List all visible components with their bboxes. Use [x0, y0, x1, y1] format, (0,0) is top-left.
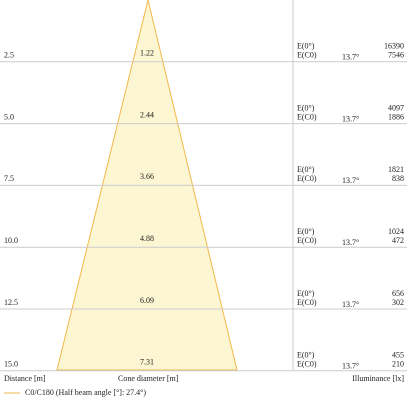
- e0-label: E(0°): [297, 289, 315, 298]
- ec0-value: 7546: [388, 51, 404, 60]
- e0-label: E(0°): [297, 103, 315, 112]
- distance: 2.5: [4, 51, 14, 60]
- e0-value: 16390: [384, 42, 404, 51]
- ec0-value: 472: [392, 236, 404, 245]
- cone-diameter: 6.09: [140, 296, 154, 305]
- ec0-value: 1886: [388, 112, 404, 121]
- e0-value: 656: [392, 289, 404, 298]
- half-angle: 13.7°: [342, 176, 359, 185]
- e0-label: E(0°): [297, 351, 315, 360]
- e0-value: 4097: [388, 103, 404, 112]
- half-angle: 13.7°: [342, 300, 359, 309]
- half-angle: 13.7°: [342, 238, 359, 247]
- distance: 12.5: [4, 298, 18, 307]
- ec0-label: E(C0): [297, 236, 317, 245]
- distance: 7.5: [4, 174, 14, 183]
- half-angle: 13.7°: [342, 362, 359, 371]
- distance: 10.0: [4, 236, 18, 245]
- distance: 5.0: [4, 112, 14, 121]
- ec0-value: 838: [392, 174, 404, 183]
- distance-header: Distance [m]: [4, 374, 46, 383]
- cone-diameter: 1.22: [140, 49, 154, 58]
- ec0-label: E(C0): [297, 174, 317, 183]
- e0-label: E(0°): [297, 227, 315, 236]
- e0-label: E(0°): [297, 165, 315, 174]
- diameter-header: Cone diameter [m]: [118, 374, 179, 383]
- e0-value: 455: [392, 351, 404, 360]
- cone-diameter: 7.31: [140, 358, 154, 367]
- distance: 15.0: [4, 360, 18, 369]
- half-angle: 13.7°: [342, 53, 359, 62]
- ec0-label: E(C0): [297, 360, 317, 369]
- ec0-value: 210: [392, 360, 404, 369]
- e0-value: 1821: [388, 165, 404, 174]
- ec0-label: E(C0): [297, 112, 317, 121]
- illuminance-header: Illuminance [lx]: [352, 374, 404, 383]
- ec0-label: E(C0): [297, 298, 317, 307]
- legend-label: C0/C180 (Half beam angle [°]: 27.4°): [25, 388, 146, 397]
- cone-diameter: 2.44: [140, 110, 154, 119]
- ec0-value: 302: [392, 298, 404, 307]
- cone-diameter: 3.66: [140, 172, 154, 181]
- e0-label: E(0°): [297, 42, 315, 51]
- half-angle: 13.7°: [342, 114, 359, 123]
- cone-diameter: 4.88: [140, 234, 154, 243]
- ec0-label: E(C0): [297, 51, 317, 60]
- e0-value: 1024: [388, 227, 404, 236]
